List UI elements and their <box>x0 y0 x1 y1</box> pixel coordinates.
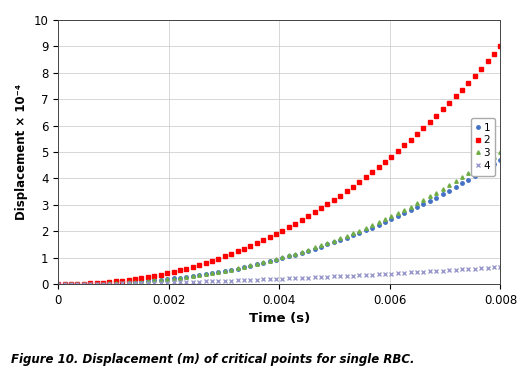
1 <box>298 250 305 255</box>
2 <box>55 282 61 286</box>
1 <box>170 276 177 281</box>
3 <box>433 191 439 195</box>
2 <box>427 120 433 124</box>
Text: Figure 10. Displacement (m) of critical points for single RBC.: Figure 10. Displacement (m) of critical … <box>11 353 414 366</box>
3 <box>170 276 177 281</box>
4 <box>157 280 164 285</box>
3 <box>298 249 305 254</box>
4 <box>427 269 433 273</box>
4 <box>55 282 61 286</box>
2 <box>157 272 164 277</box>
3 <box>157 278 164 282</box>
Line: 4: 4 <box>56 265 502 286</box>
Line: 3: 3 <box>56 150 502 286</box>
1 <box>427 199 433 203</box>
2 <box>298 218 305 222</box>
3 <box>189 274 196 278</box>
2 <box>497 44 504 48</box>
4 <box>433 269 439 273</box>
2 <box>170 269 177 274</box>
Legend: 1, 2, 3, 4: 1, 2, 3, 4 <box>471 118 495 176</box>
3 <box>427 194 433 199</box>
4 <box>189 280 196 284</box>
3 <box>55 282 61 286</box>
2 <box>433 114 439 118</box>
1 <box>55 282 61 286</box>
Line: 2: 2 <box>56 45 502 286</box>
2 <box>189 265 196 269</box>
4 <box>298 276 305 280</box>
Line: 1: 1 <box>56 158 502 286</box>
1 <box>433 195 439 200</box>
3 <box>497 150 504 154</box>
1 <box>497 158 504 162</box>
Y-axis label: Displacement × 10⁻⁴: Displacement × 10⁻⁴ <box>15 84 28 220</box>
1 <box>189 274 196 278</box>
1 <box>157 278 164 282</box>
4 <box>170 280 177 285</box>
4 <box>497 265 504 269</box>
X-axis label: Time (s): Time (s) <box>248 312 310 325</box>
